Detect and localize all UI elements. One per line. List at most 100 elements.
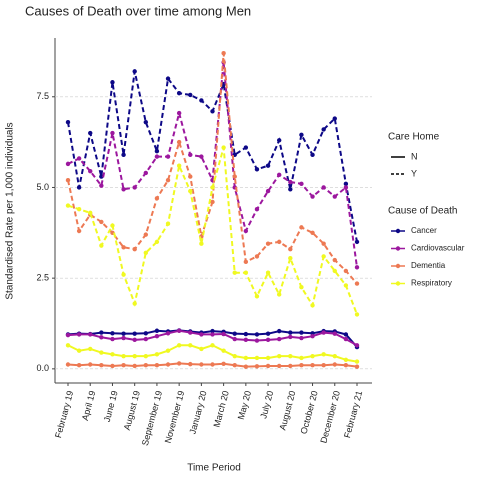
data-point — [176, 343, 182, 348]
data-point — [276, 292, 282, 297]
data-point — [232, 331, 237, 336]
data-point — [210, 332, 215, 337]
data-point — [65, 343, 71, 348]
data-point — [276, 239, 282, 245]
data-point — [199, 98, 204, 103]
x-tick-label: July 20 — [258, 390, 275, 420]
data-point — [299, 132, 304, 138]
data-point — [88, 332, 93, 337]
data-point — [343, 332, 349, 337]
data-point — [132, 301, 137, 306]
data-point — [154, 334, 160, 339]
data-point — [310, 194, 315, 199]
legend-title: Care Home — [388, 132, 440, 143]
data-point — [176, 163, 182, 168]
data-point — [332, 268, 337, 274]
data-point — [343, 268, 349, 274]
y-tick-label: 5.0 — [36, 182, 49, 192]
data-point — [121, 152, 126, 158]
data-point — [276, 328, 282, 334]
data-point — [265, 363, 271, 369]
data-point — [76, 185, 82, 190]
data-point — [165, 76, 171, 81]
data-point — [210, 343, 215, 348]
data-point — [254, 355, 260, 361]
legend-label: Cardiovascular — [411, 244, 465, 253]
data-point — [143, 336, 149, 342]
data-point — [176, 139, 182, 145]
x-tick-label: August 19 — [122, 390, 142, 432]
data-point — [321, 363, 326, 368]
data-point — [188, 330, 193, 335]
x-tick-label: May 20 — [236, 390, 253, 421]
data-point — [99, 219, 104, 225]
data-point — [354, 359, 360, 364]
data-point — [243, 364, 249, 369]
data-point — [288, 187, 293, 192]
data-point — [354, 343, 360, 348]
data-point — [299, 181, 304, 187]
data-point — [243, 270, 249, 275]
data-point — [188, 361, 193, 367]
data-point — [321, 330, 326, 335]
data-point — [154, 239, 160, 245]
data-point — [343, 283, 349, 288]
data-point — [354, 239, 360, 245]
data-point — [243, 228, 249, 234]
data-point — [143, 353, 149, 359]
data-point — [310, 334, 315, 339]
data-point — [88, 168, 93, 174]
data-point — [343, 363, 349, 368]
data-point — [288, 363, 293, 369]
data-point — [199, 332, 204, 337]
x-tick-label: September 19 — [140, 390, 164, 447]
data-point — [232, 270, 237, 275]
data-point — [221, 361, 226, 366]
data-point — [99, 330, 104, 335]
data-point — [132, 69, 137, 74]
data-point — [76, 363, 82, 368]
data-point — [265, 241, 271, 246]
data-point — [154, 148, 160, 154]
data-point — [343, 336, 349, 342]
data-point — [176, 90, 182, 96]
data-point — [76, 348, 82, 353]
legend-key — [395, 246, 401, 251]
data-point — [299, 355, 304, 361]
data-point — [110, 336, 115, 342]
data-point — [210, 199, 215, 205]
data-point — [88, 346, 93, 352]
data-point — [265, 355, 271, 361]
x-axis-title: Time Period — [187, 463, 241, 474]
data-point — [199, 362, 204, 367]
legend-title: Cause of Death — [388, 206, 458, 217]
data-point — [243, 259, 249, 265]
data-point — [288, 330, 293, 335]
data-point — [76, 228, 82, 234]
data-point — [332, 194, 337, 199]
data-point — [121, 272, 126, 277]
data-point — [321, 352, 326, 357]
data-point — [65, 362, 71, 367]
data-point — [143, 250, 149, 255]
data-point — [288, 179, 293, 185]
data-point — [332, 353, 337, 359]
data-point — [265, 331, 271, 336]
data-point — [121, 335, 126, 341]
data-point — [143, 331, 149, 336]
data-point — [276, 336, 282, 342]
chart-title: Causes of Death over time among Men — [25, 3, 251, 18]
data-point — [210, 185, 215, 190]
data-point — [221, 348, 226, 353]
data-point — [254, 364, 260, 369]
legend-label: Respiratory — [411, 279, 452, 288]
data-point — [132, 185, 137, 190]
data-point — [154, 328, 160, 333]
data-point — [299, 363, 304, 368]
data-point — [288, 334, 293, 340]
data-point — [254, 207, 260, 212]
data-point — [332, 331, 337, 336]
data-point — [188, 188, 193, 194]
data-point — [99, 183, 104, 188]
